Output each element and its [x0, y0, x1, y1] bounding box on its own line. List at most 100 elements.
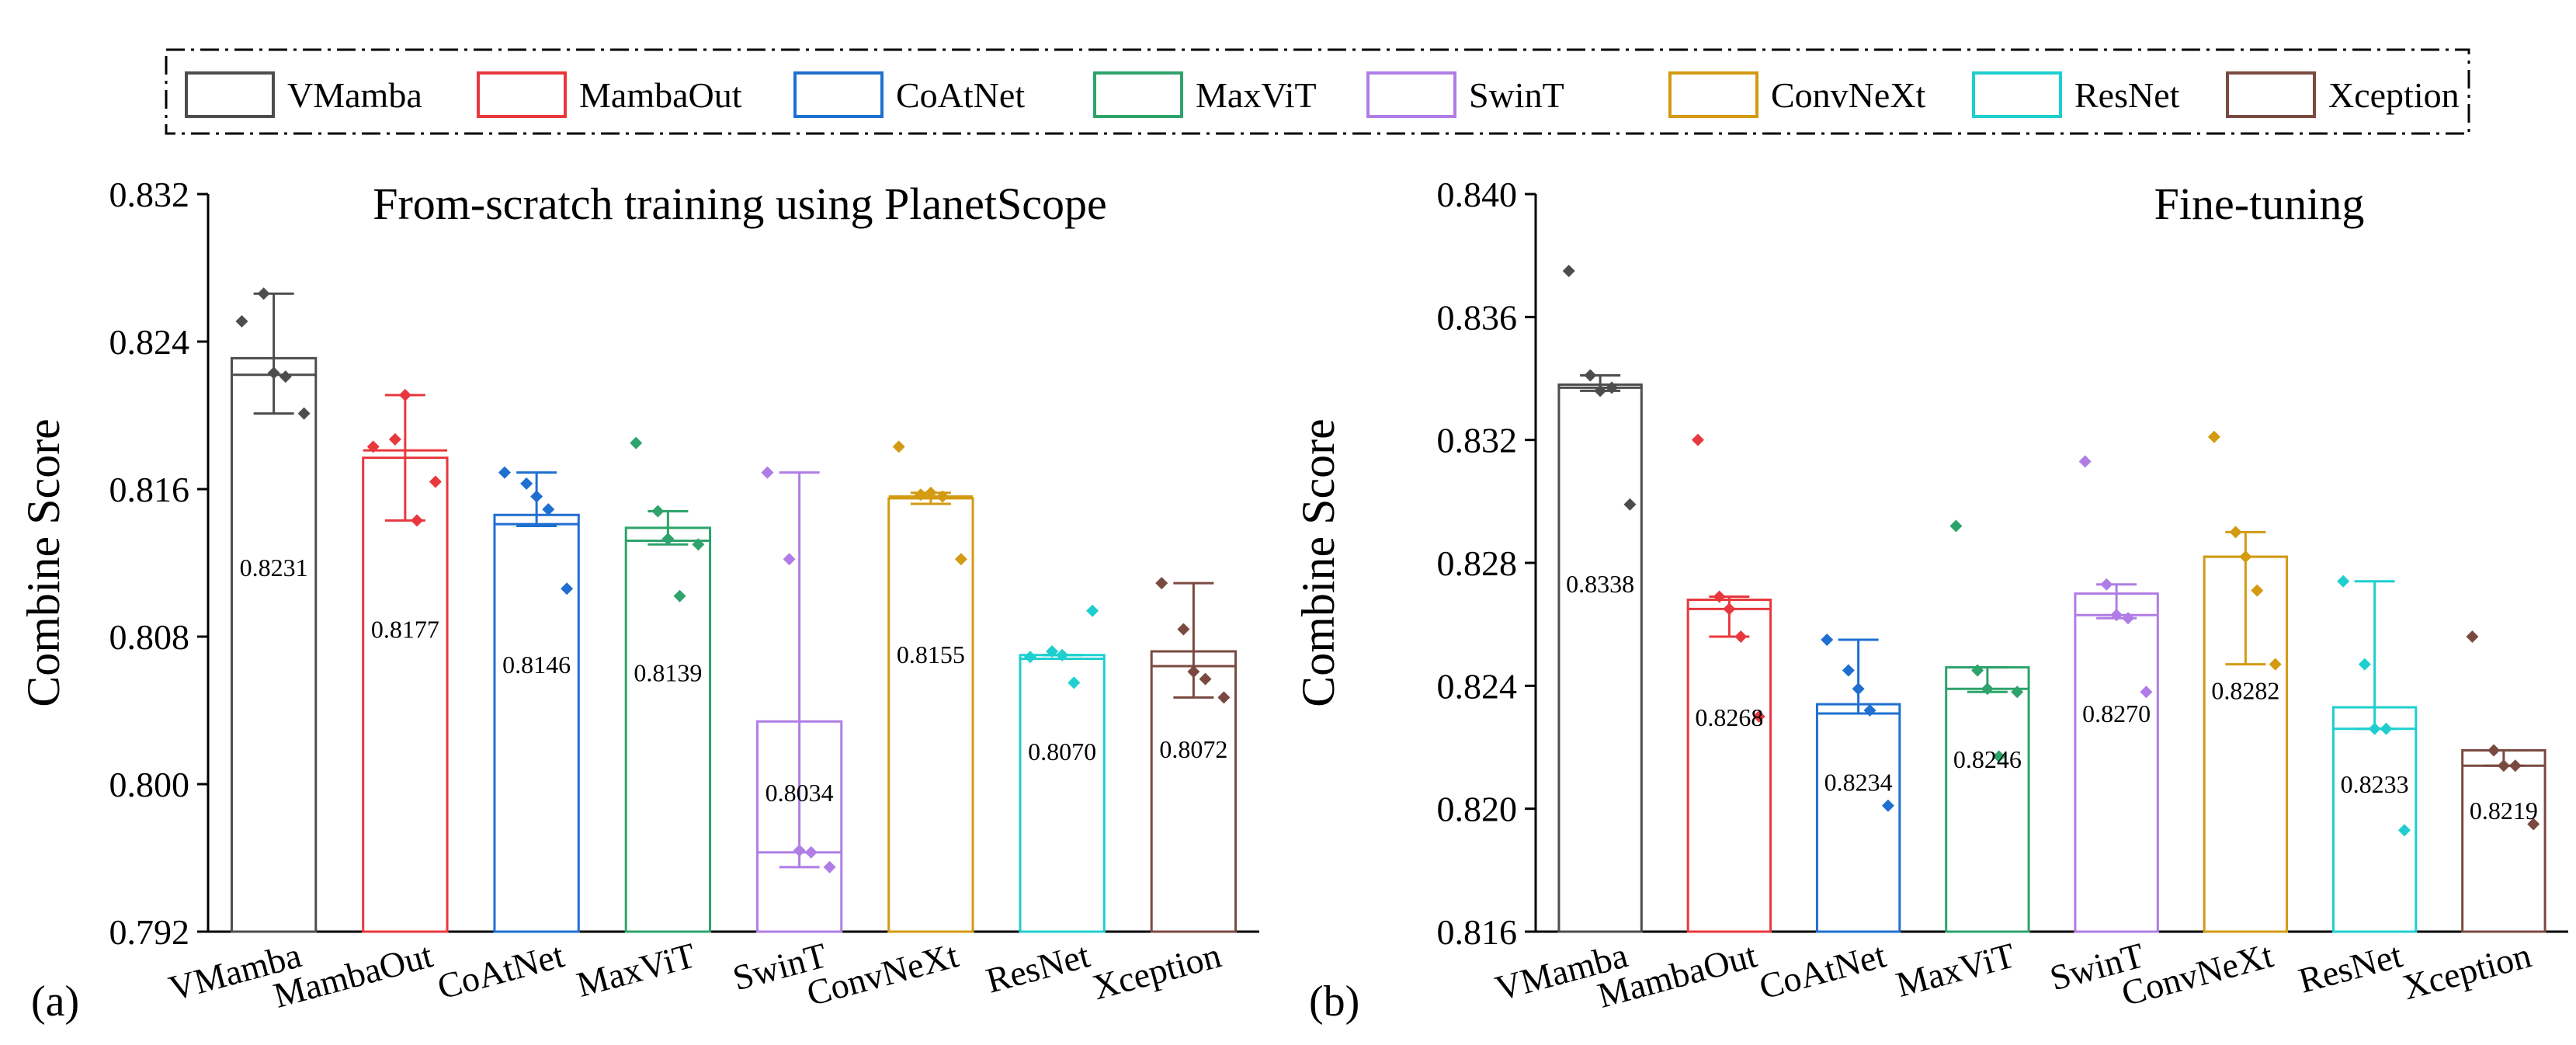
y-tick-label-b: 0.824: [1437, 666, 1518, 706]
x-tick-label-xception-a: Xception: [1088, 935, 1225, 1007]
x-tick-label-resnet-b: ResNet: [2294, 935, 2406, 1000]
legend-swatch-swint: [1366, 71, 1456, 118]
bar-resnet-a: [1019, 654, 1106, 933]
data-point-xception-a: [1177, 623, 1190, 636]
value-label-swint-b: 0.8270: [2082, 700, 2151, 727]
legend-swatch-vmamba: [185, 71, 275, 118]
value-label-vmamba-a: 0.8231: [240, 554, 308, 582]
y-tick-label-a: 0.792: [109, 912, 190, 952]
bar-swint-b: [2074, 592, 2159, 933]
data-point-swint-a: [783, 553, 796, 566]
data-point-xception-b: [2497, 759, 2510, 772]
data-point-maxvit-b: [2011, 686, 2024, 699]
data-point-swint-a: [823, 860, 836, 873]
y-tick-label-b: 0.840: [1437, 175, 1518, 214]
x-tick-label-resnet-a: ResNet: [982, 935, 1094, 1000]
value-label-coatnet-b: 0.8234: [1824, 768, 1893, 796]
data-point-maxvit-a: [692, 538, 705, 551]
data-point-vmamba-a: [279, 370, 292, 384]
chart-title-a: From-scratch training using PlanetScope: [373, 179, 1107, 229]
data-point-swint-a: [793, 844, 806, 857]
legend-swatch-resnet: [1972, 71, 2062, 118]
x-tick-label-coatnet-b: CoAtNet: [1755, 935, 1890, 1006]
data-point-resnet-a: [1086, 604, 1099, 617]
panel-label-a: (a): [31, 977, 79, 1026]
data-point-xception-a: [1217, 691, 1231, 704]
chart-title-b: Fine-tuning: [2154, 179, 2365, 229]
x-tick-label-maxvit-b: MaxViT: [1892, 935, 2019, 1005]
data-point-vmamba-b: [1623, 498, 1637, 511]
data-point-maxvit-b: [1981, 682, 1994, 696]
data-point-xception-a: [1199, 672, 1212, 686]
data-point-swint-a: [761, 466, 774, 479]
data-point-vmamba-b: [1562, 264, 1575, 277]
bar-maxvit-a: [624, 526, 712, 933]
bar-maxvit-b: [1945, 666, 2030, 933]
legend-swatch-coatnet: [793, 71, 884, 118]
data-point-resnet-b: [2380, 722, 2393, 735]
legend-label-mambaout: MambaOut: [579, 75, 742, 115]
bar-mambaout-a: [362, 457, 449, 933]
data-point-swint-a: [804, 845, 818, 859]
data-point-coatnet-a: [561, 582, 574, 595]
data-point-mambaout-a: [398, 388, 411, 401]
legend-label-resnet: ResNet: [2074, 75, 2180, 115]
data-point-convnext-b: [2207, 430, 2220, 443]
data-point-mambaout-b: [1723, 602, 1736, 616]
legend-label-convnext: ConvNeXt: [1771, 75, 1926, 115]
data-point-vmamba-a: [297, 407, 311, 420]
data-point-coatnet-a: [530, 490, 543, 503]
chart-panel-a: 0.792 0.800 0.808 0.816 0.824 0.832 Combine Sc…: [18, 175, 1259, 1026]
data-point-coatnet-b: [1842, 664, 1855, 677]
legend: VMamba MambaOut CoAtNet MaxViT SwinT ConvNeXt…: [165, 48, 2470, 135]
bar-convnext-a: [887, 497, 974, 933]
x-tick-label-maxvit-a: MaxViT: [572, 935, 700, 1005]
data-point-mambaout-b: [1752, 710, 1765, 723]
data-point-maxvit-a: [630, 436, 643, 450]
data-point-resnet-b: [2358, 658, 2371, 671]
value-label-maxvit-b: 0.8246: [1953, 745, 2022, 773]
data-point-mambaout-a: [388, 432, 401, 446]
value-label-convnext-a: 0.8155: [897, 641, 965, 668]
data-point-vmamba-a: [267, 366, 280, 380]
data-point-convnext-a: [936, 490, 950, 503]
data-point-xception-b: [2527, 818, 2540, 831]
data-point-convnext-b: [2251, 584, 2264, 597]
data-point-xception-b: [2508, 759, 2522, 772]
x-tick-label-coatnet-a: CoAtNet: [433, 935, 568, 1006]
y-tick-label-a: 0.824: [109, 322, 190, 362]
data-point-coatnet-b: [1821, 633, 1834, 646]
y-axis-label-b: Combine Score: [1293, 418, 1344, 707]
y-tick-label-a: 0.816: [109, 470, 190, 509]
data-point-coatnet-a: [542, 503, 555, 516]
bar-mambaout-b: [1686, 599, 1772, 933]
data-point-convnext-a: [924, 486, 937, 499]
data-point-maxvit-b: [1992, 750, 2005, 763]
value-label-maxvit-a: 0.8139: [634, 659, 702, 687]
bar-resnet-b: [2331, 706, 2418, 933]
data-point-resnet-a: [1056, 648, 1069, 661]
data-point-coatnet-b: [1881, 799, 1894, 812]
data-point-maxvit-a: [651, 505, 665, 518]
data-point-swint-b: [2140, 686, 2153, 699]
data-point-swint-b: [2122, 612, 2135, 625]
value-label-convnext-b: 0.8282: [2211, 677, 2279, 705]
data-point-maxvit-b: [1971, 664, 1984, 677]
y-tick-label-b: 0.828: [1437, 543, 1518, 583]
legend-swatch-convnext: [1668, 71, 1758, 118]
legend-frame: [165, 48, 2470, 135]
data-point-convnext-b: [2229, 526, 2242, 539]
data-point-mambaout-a: [411, 514, 424, 527]
legend-label-xception: Xception: [2328, 75, 2460, 115]
legend-swatch-maxvit: [1093, 71, 1183, 118]
data-point-xception-b: [2487, 744, 2501, 757]
data-point-maxvit-a: [661, 533, 675, 546]
bar-coatnet-a: [493, 513, 580, 933]
legend-label-maxvit: MaxViT: [1196, 75, 1317, 115]
data-point-resnet-a: [1068, 676, 1081, 689]
data-point-coatnet-a: [520, 477, 533, 490]
data-point-vmamba-b: [1606, 381, 1619, 394]
bar-vmamba-b: [1557, 383, 1643, 933]
data-point-coatnet-a: [498, 466, 511, 479]
